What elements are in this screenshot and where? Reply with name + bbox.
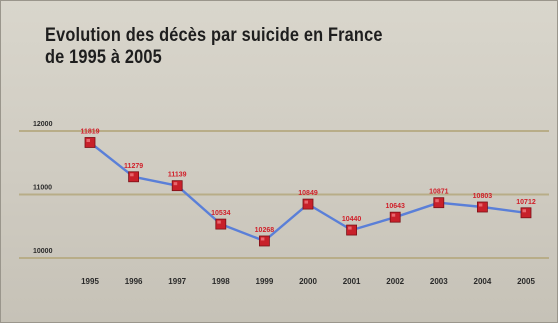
data-point-highlight-1995 [86,138,90,142]
x-tick-label-2000: 2000 [299,277,317,286]
data-label-2005: 10712 [516,199,536,206]
data-point-highlight-2004 [478,203,483,207]
y-tick-label-11000: 11000 [33,185,52,192]
x-tick-label-2005: 2005 [517,277,535,286]
data-labels: 11819 11279 11139 10534 10268 10849 10440 10643… [80,128,535,233]
data-point-highlight-1997 [173,182,178,186]
data-label-1996: 11279 [124,163,143,170]
data-label-1997: 11139 [168,172,187,179]
data-markers [84,137,532,247]
x-tick-label-1996: 1996 [125,277,143,286]
x-tick-label-1998: 1998 [212,277,230,286]
data-point-2003 [433,197,445,209]
data-point-1995 [84,137,96,148]
x-tick-label-1995: 1995 [81,277,99,286]
data-label-2004: 10803 [473,193,493,200]
data-label-2001: 10440 [342,216,362,223]
x-tick-label-1999: 1999 [256,277,274,286]
data-label-1995: 11819 [80,128,99,135]
data-point-2004 [476,201,488,213]
data-point-highlight-2000 [304,200,308,204]
data-point-highlight-1998 [217,220,221,224]
data-point-1996 [128,171,139,183]
data-label-2003: 10871 [429,189,449,196]
data-point-2005 [520,207,532,219]
x-tick-label-2002: 2002 [386,277,404,286]
data-point-2000 [302,198,314,210]
chart-title: Evolution des décès par suicide en Franc… [45,25,458,69]
data-label-2000: 10849 [298,190,318,197]
x-tick-label-2001: 2001 [343,277,361,286]
chart-title-line-2: de 1995 à 2005 [45,47,162,68]
data-point-highlight-1996 [130,173,134,177]
x-axis-ticks: 1995 1996 1997 1998 1999 2000 2001 2002 2003 2004… [81,277,535,286]
y-axis-ticks: 12000 11000 10000 [33,121,53,255]
data-point-highlight-1999 [260,237,265,241]
x-tick-label-2004: 2004 [474,277,492,286]
data-label-1998: 10534 [211,210,231,217]
y-tick-label-10000: 10000 [33,248,53,255]
y-tick-label-12000: 12000 [33,121,53,128]
data-point-1999 [258,235,270,247]
data-point-highlight-2005 [522,209,526,213]
x-tick-label-1997: 1997 [168,277,186,286]
data-label-2002: 10643 [385,203,405,210]
data-point-2001 [346,224,358,236]
data-point-1997 [171,180,183,192]
data-point-2002 [389,211,401,223]
data-point-highlight-2001 [348,226,352,230]
chart-title-line-1: Evolution des décès par suicide en Franc… [45,25,383,46]
x-tick-label-2003: 2003 [430,277,448,286]
data-label-1999: 10268 [255,227,275,234]
data-point-highlight-2002 [391,213,396,217]
gridlines [19,130,549,259]
data-point-1998 [215,218,227,230]
data-point-highlight-2003 [435,199,439,203]
